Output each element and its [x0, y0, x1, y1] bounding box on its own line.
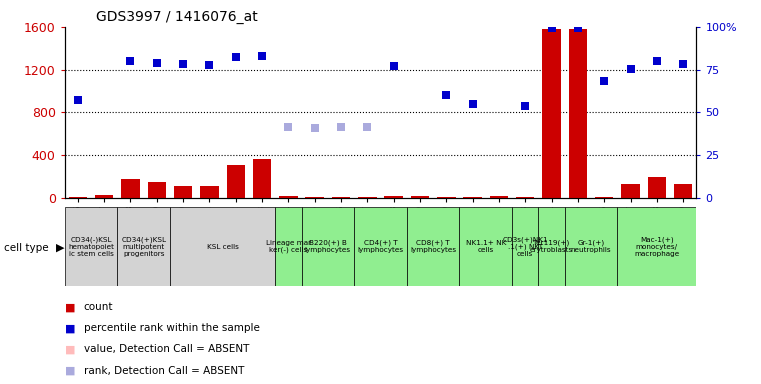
Bar: [253, 159, 271, 198]
Bar: [170, 207, 275, 286]
Bar: [358, 197, 377, 198]
Bar: [275, 207, 301, 286]
Text: percentile rank within the sample: percentile rank within the sample: [84, 323, 260, 333]
Bar: [279, 196, 298, 198]
Text: Ter119(+)
erytroblasts: Ter119(+) erytroblasts: [530, 240, 573, 253]
Text: ■: ■: [65, 323, 75, 333]
Text: Lineage mar
ker(-) cells: Lineage mar ker(-) cells: [266, 240, 311, 253]
Bar: [227, 165, 245, 198]
Text: CD34(-)KSL
hematopoiet
ic stem cells: CD34(-)KSL hematopoiet ic stem cells: [68, 237, 114, 257]
Bar: [648, 177, 666, 198]
Bar: [354, 207, 407, 286]
Bar: [512, 207, 539, 286]
Text: count: count: [84, 302, 113, 312]
Text: KSL cells: KSL cells: [207, 244, 238, 250]
Text: CD8(+) T
lymphocytes: CD8(+) T lymphocytes: [410, 240, 456, 253]
Text: Gr-1(+)
neutrophils: Gr-1(+) neutrophils: [571, 240, 611, 253]
Text: NK1.1+ NK
cells: NK1.1+ NK cells: [466, 240, 506, 253]
Text: ■: ■: [65, 344, 75, 354]
Bar: [117, 207, 170, 286]
Bar: [305, 197, 324, 198]
Bar: [95, 195, 113, 198]
Text: ▶: ▶: [56, 243, 64, 253]
Bar: [490, 196, 508, 198]
Text: B220(+) B
lymphocytes: B220(+) B lymphocytes: [305, 240, 351, 253]
Bar: [332, 197, 350, 198]
Bar: [301, 207, 354, 286]
Bar: [384, 196, 403, 198]
Bar: [65, 207, 117, 286]
Bar: [411, 196, 429, 198]
Text: CD4(+) T
lymphocytes: CD4(+) T lymphocytes: [358, 240, 403, 253]
Bar: [539, 207, 565, 286]
Bar: [437, 197, 456, 198]
Text: cell type: cell type: [4, 243, 49, 253]
Text: rank, Detection Call = ABSENT: rank, Detection Call = ABSENT: [84, 366, 244, 376]
Bar: [68, 197, 87, 198]
Bar: [148, 182, 166, 198]
Bar: [568, 29, 587, 198]
Bar: [407, 207, 460, 286]
Text: GDS3997 / 1416076_at: GDS3997 / 1416076_at: [96, 10, 258, 25]
Bar: [621, 184, 640, 198]
Text: Mac-1(+)
monocytes/
macrophage: Mac-1(+) monocytes/ macrophage: [634, 237, 680, 257]
Bar: [200, 186, 218, 198]
Bar: [617, 207, 696, 286]
Bar: [463, 197, 482, 198]
Text: CD3s(+)NK1
.1(+) NKT
cells: CD3s(+)NK1 .1(+) NKT cells: [502, 236, 548, 257]
Bar: [595, 197, 613, 198]
Bar: [460, 207, 512, 286]
Bar: [121, 179, 140, 198]
Text: ■: ■: [65, 366, 75, 376]
Text: CD34(+)KSL
multipotent
progenitors: CD34(+)KSL multipotent progenitors: [121, 237, 166, 257]
Bar: [565, 207, 617, 286]
Text: value, Detection Call = ABSENT: value, Detection Call = ABSENT: [84, 344, 249, 354]
Text: ■: ■: [65, 302, 75, 312]
Bar: [674, 184, 693, 198]
Bar: [543, 29, 561, 198]
Bar: [174, 186, 193, 198]
Bar: [516, 197, 534, 198]
